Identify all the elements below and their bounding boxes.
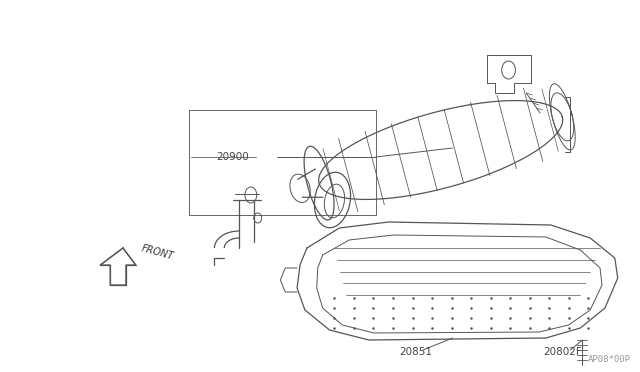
Text: FRONT: FRONT	[141, 244, 175, 262]
Text: 20851: 20851	[399, 347, 433, 357]
Text: AP08*00P: AP08*00P	[588, 355, 631, 364]
Text: 20900: 20900	[216, 152, 249, 162]
Text: 20802F: 20802F	[543, 347, 582, 357]
